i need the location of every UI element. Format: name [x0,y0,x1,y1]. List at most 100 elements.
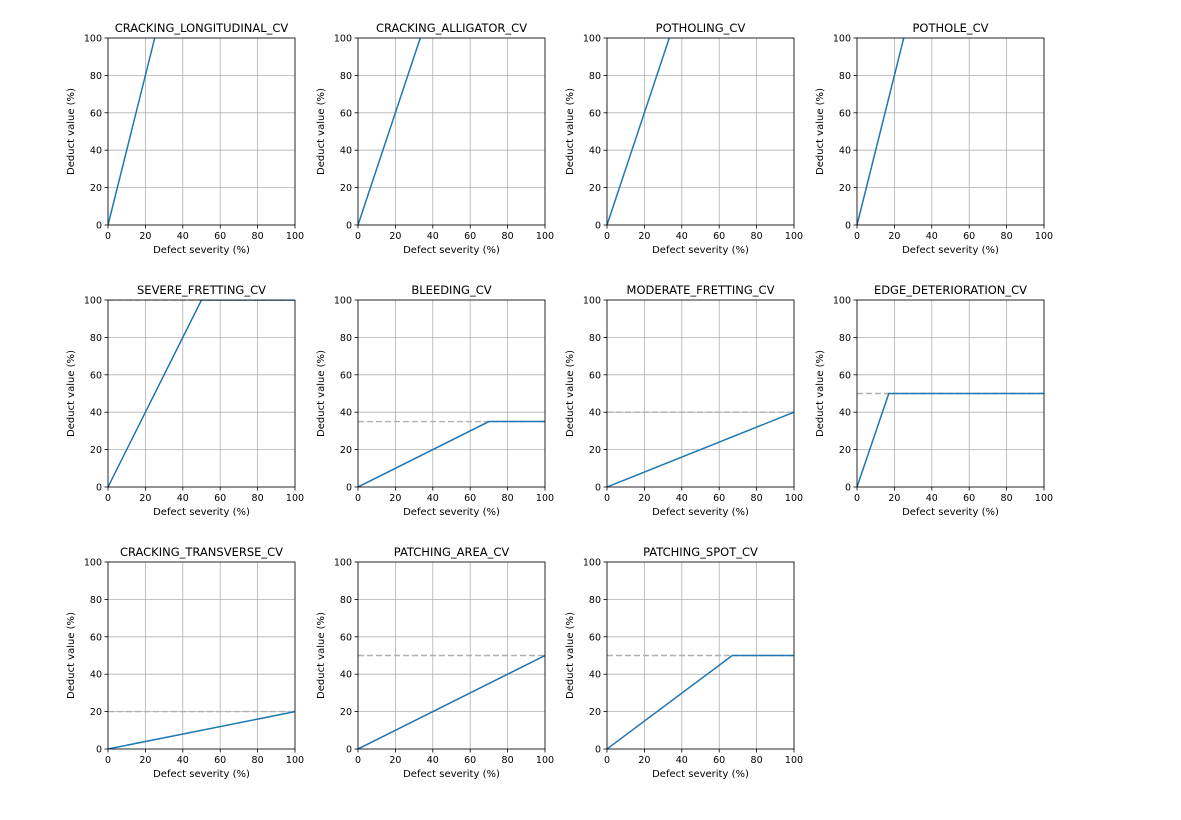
x-tick-label: 80 [252,493,264,504]
y-axis-label: Deduct value (%) [316,612,327,699]
x-tick-label: 40 [926,493,938,504]
y-tick-label: 60 [589,370,601,381]
y-tick-label: 100 [583,296,601,307]
x-tick-label: 20 [389,493,401,504]
y-tick-label: 20 [839,183,851,194]
x-tick-label: 80 [1001,231,1013,242]
x-axis-label: Defect severity (%) [153,245,250,256]
x-tick-label: 80 [751,493,763,504]
series-line [857,38,905,225]
x-tick-label: 100 [785,493,803,504]
axes-frame [856,299,1045,488]
y-tick-label: 80 [90,71,102,82]
subplot-2: 0 20 40 60 80 100 0 20 40 60 80 100 POTHOLING_CV Defe… [565,21,803,256]
x-axis-label: Defect severity (%) [153,769,250,780]
y-tick-label: 60 [340,632,352,643]
series-line [607,654,794,749]
y-tick-label: 40 [340,670,352,681]
y-tick-label: 0 [845,483,851,494]
x-tick-label: 0 [105,493,111,504]
subplot-7: 0 20 40 60 80 100 0 20 40 60 80 100 EDGE_DETERIORATI… [815,283,1053,518]
y-tick-label: 40 [90,670,102,681]
subplot-6: 0 20 40 60 80 100 0 20 40 60 80 100 MODERATE_FRETTIN… [565,283,803,518]
x-tick-label: 20 [888,231,900,242]
x-tick-label: 60 [713,493,725,504]
y-tick-label: 100 [84,34,102,45]
x-axis-label: Defect severity (%) [652,769,749,780]
x-tick-label: 100 [1035,231,1053,242]
series-line [358,38,421,225]
y-axis-label: Deduct value (%) [66,612,77,699]
chart-title: BLEEDING_CV [411,283,491,297]
x-tick-label: 0 [604,231,610,242]
x-tick-label: 60 [214,231,226,242]
x-tick-label: 80 [751,755,763,766]
x-tick-label: 40 [676,493,688,504]
subplot-9: 0 20 40 60 80 100 0 20 40 60 80 100 PATCHING_AREA_CV… [316,545,554,780]
series-line [607,411,794,487]
x-tick-label: 20 [139,755,151,766]
y-tick-label: 80 [839,333,851,344]
axes-frame [357,37,546,226]
axes-frame [107,299,296,488]
chart-title: CRACKING_LONGITUDINAL_CV [115,21,289,35]
x-tick-label: 0 [854,493,860,504]
y-axis-label: Deduct value (%) [316,88,327,175]
y-tick-label: 20 [90,445,102,456]
x-tick-label: 80 [502,493,514,504]
y-tick-label: 100 [583,558,601,569]
subplot-10: 0 20 40 60 80 100 0 20 40 60 80 100 PATCHING_SPOT_CV… [565,545,803,780]
y-axis-label: Deduct value (%) [815,350,826,437]
x-tick-label: 0 [604,493,610,504]
y-tick-label: 40 [340,146,352,157]
subplot-4: 0 20 40 60 80 100 0 20 40 60 80 100 SEVERE_FRETTING_… [66,283,304,518]
x-tick-label: 100 [785,755,803,766]
x-tick-label: 60 [464,231,476,242]
x-tick-label: 80 [1001,493,1013,504]
y-tick-label: 100 [84,296,102,307]
subplot-8: 0 20 40 60 80 100 0 20 40 60 80 100 CRACKING_TRANSVE… [66,545,304,780]
x-tick-label: 40 [177,493,189,504]
x-tick-label: 100 [536,231,554,242]
y-tick-label: 80 [589,595,601,606]
y-tick-label: 40 [340,408,352,419]
x-tick-label: 0 [105,231,111,242]
y-tick-label: 100 [833,34,851,45]
x-tick-label: 0 [355,493,361,504]
x-tick-label: 0 [105,755,111,766]
chart-title: POTHOLING_CV [656,21,746,35]
y-tick-label: 20 [589,445,601,456]
x-tick-label: 0 [355,231,361,242]
y-tick-label: 20 [589,183,601,194]
x-tick-label: 20 [888,493,900,504]
x-tick-label: 80 [252,231,264,242]
y-tick-label: 0 [845,221,851,232]
series-line [108,710,295,749]
x-tick-label: 80 [751,231,763,242]
y-tick-label: 80 [589,333,601,344]
x-tick-label: 60 [713,755,725,766]
y-tick-label: 80 [839,71,851,82]
chart-title: PATCHING_AREA_CV [394,545,510,559]
series-line [108,300,295,487]
y-tick-label: 80 [90,333,102,344]
axes-frame [357,561,546,750]
y-tick-label: 60 [839,108,851,119]
y-tick-label: 0 [96,221,102,232]
y-tick-label: 20 [90,707,102,718]
y-axis-label: Deduct value (%) [815,88,826,175]
series-line [857,392,1044,487]
y-tick-label: 40 [589,146,601,157]
chart-title: CRACKING_ALLIGATOR_CV [376,21,527,35]
y-tick-label: 100 [583,34,601,45]
y-tick-label: 60 [839,370,851,381]
y-tick-label: 0 [595,745,601,756]
y-tick-label: 40 [839,408,851,419]
x-axis-label: Defect severity (%) [652,507,749,518]
y-tick-label: 0 [346,745,352,756]
y-axis-label: Deduct value (%) [66,88,77,175]
y-tick-label: 60 [340,370,352,381]
y-tick-label: 20 [589,707,601,718]
axes-frame [606,299,795,488]
y-tick-label: 60 [589,632,601,643]
